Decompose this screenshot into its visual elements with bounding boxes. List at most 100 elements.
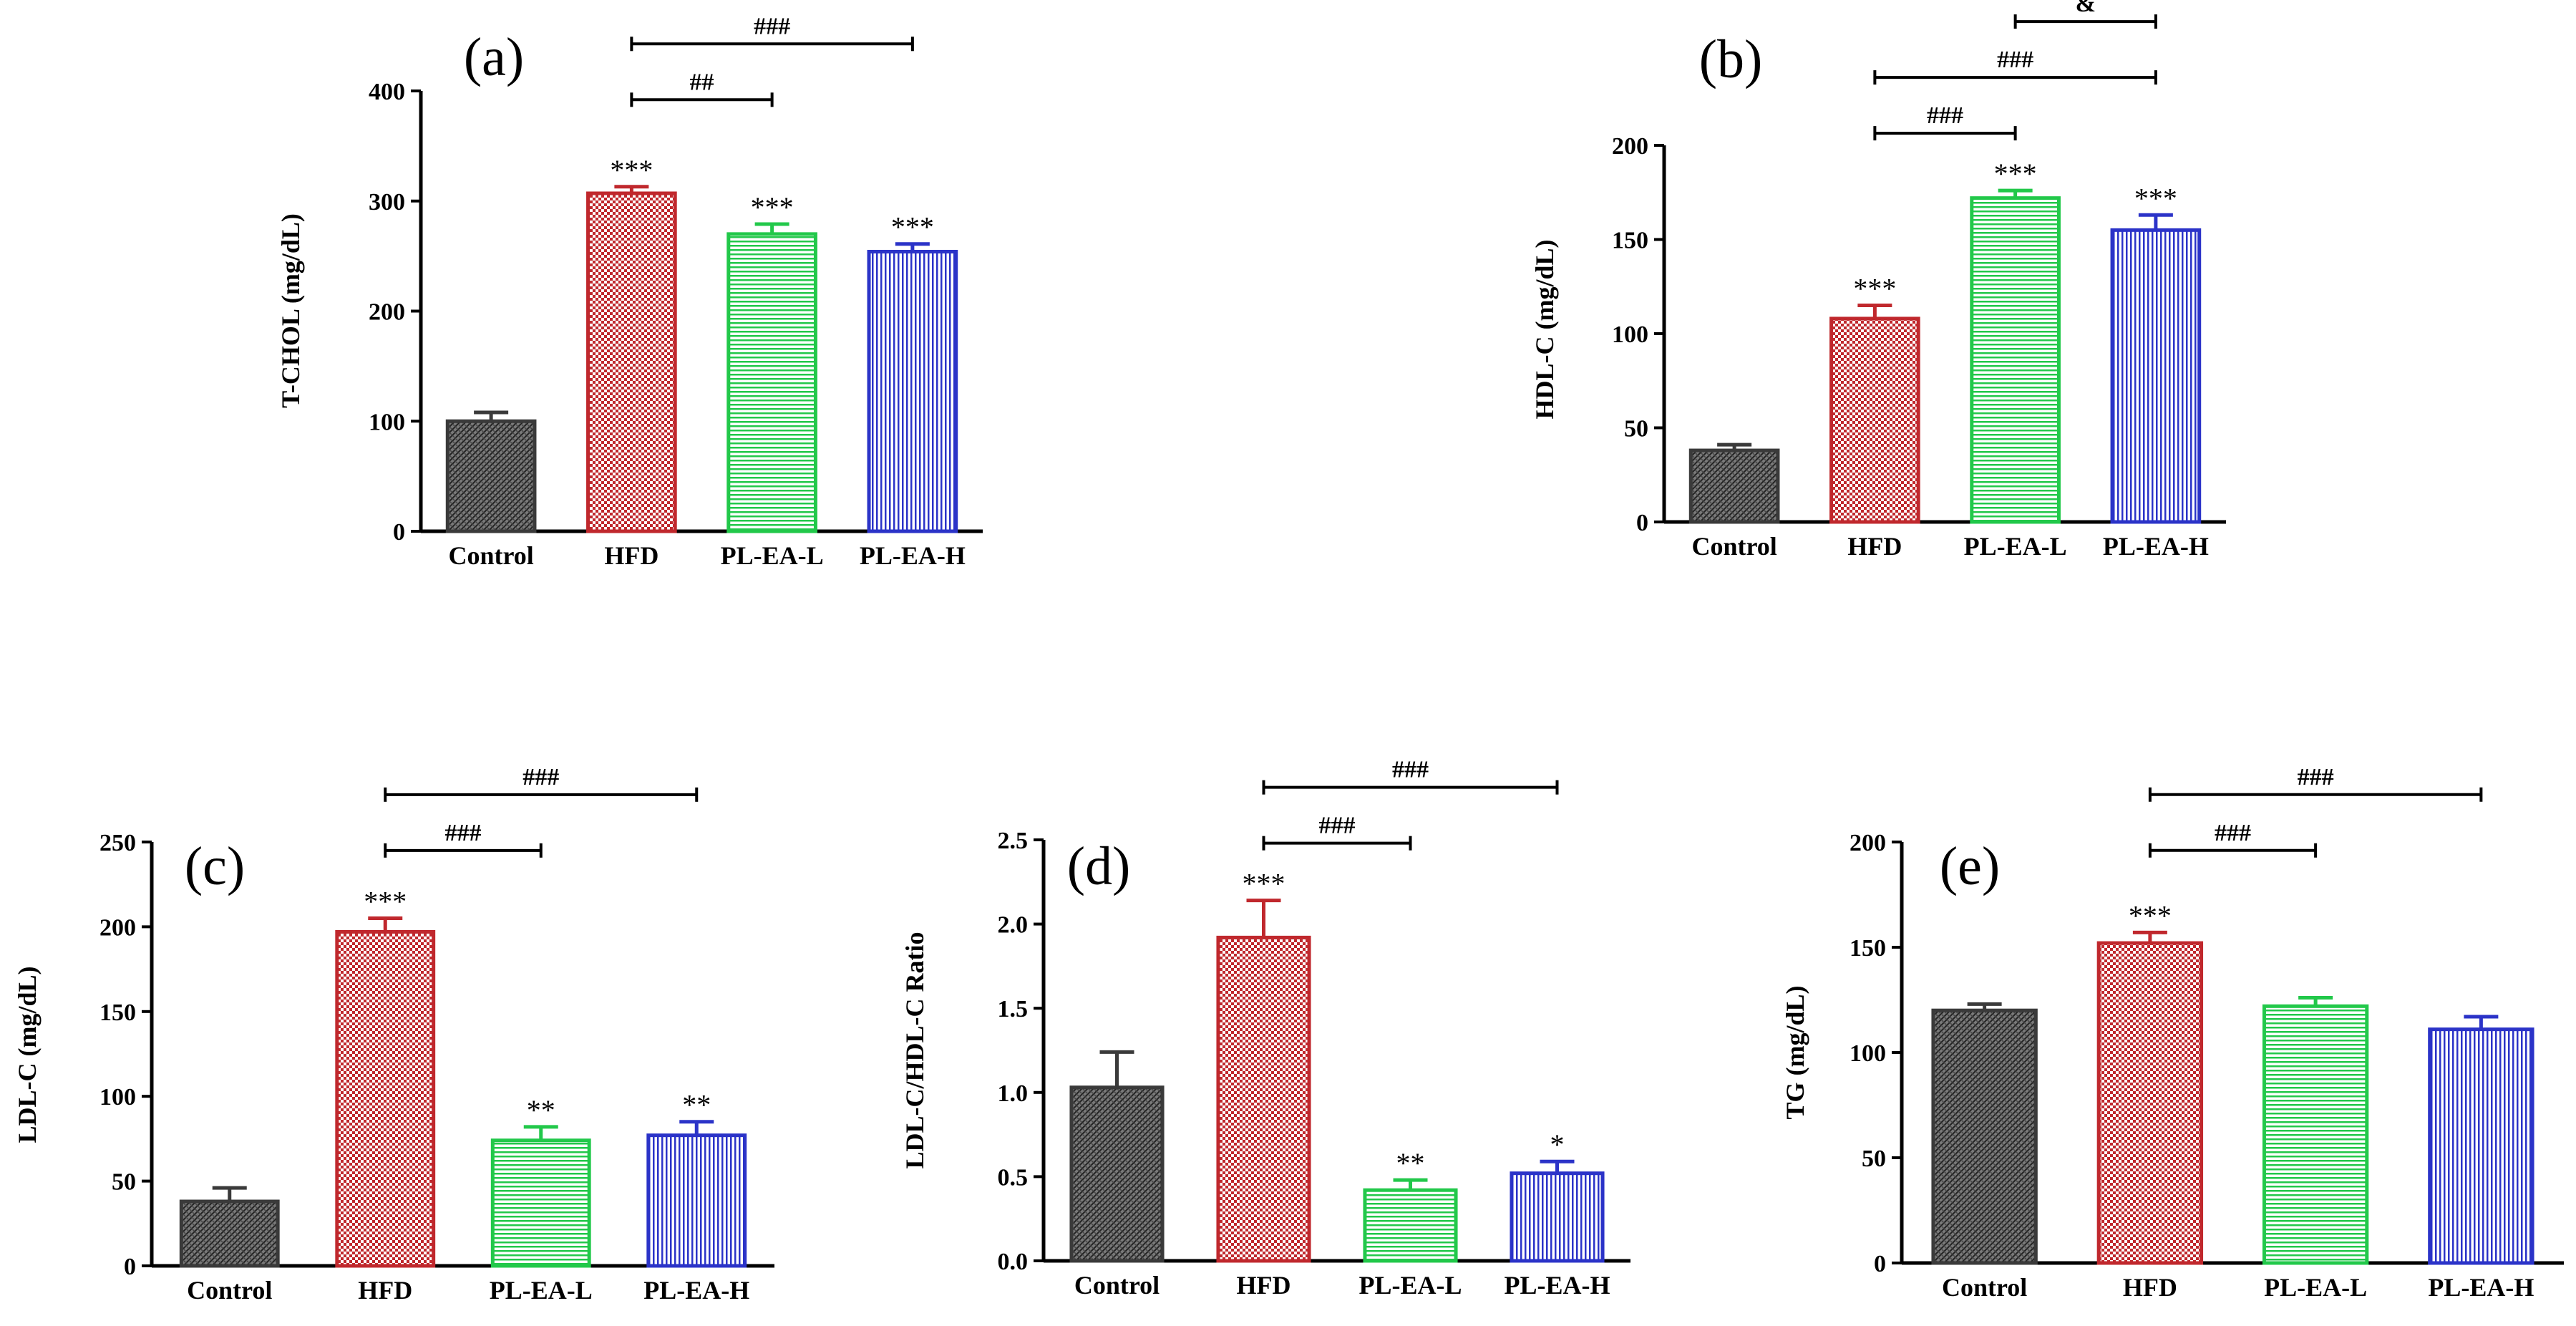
y-tick-label: 150 [1612,228,1648,254]
comparison-label: ### [1927,102,1963,129]
significance-stars: *** [364,886,407,918]
comparison-label: & [2076,0,2096,17]
y-tick-label: 0 [1874,1251,1886,1277]
panel-b-chart: 0 50 100 150 200 HDL-C (mg/dL) (b) Control HFD **… [1530,0,2226,561]
panel-c-chart: 0 50 100 150 200 250 LDL-C (mg/dL) (c) Control HF… [13,764,774,1305]
y-tick-label: 2.0 [998,912,1029,939]
category-label: HFD [2123,1273,2177,1302]
panel-label: (b) [1699,29,1763,89]
y-tick-label: 150 [1850,935,1886,962]
significance-stars: *** [1243,868,1285,900]
comparison-label: ### [2298,764,2334,790]
y-tick-label: 100 [369,409,405,435]
bar-pl-ea-l [1970,196,2061,524]
significance-stars: *** [2134,182,2177,214]
bar-hfd [2096,941,2204,1265]
panel-d-chart: 0.0 0.5 1.0 1.5 2.0 2.5 LDL-C/HDL-C Ratio (d) Co… [900,757,1630,1300]
category-label: PL-EA-L [2264,1273,2367,1302]
comparison-label: ### [2215,820,2251,846]
y-tick-label: 50 [112,1169,136,1196]
y-tick-label: 0 [1636,510,1648,536]
bar-hfd [1829,316,1920,524]
comparison-label: ### [1392,757,1429,783]
y-tick-label: 1.5 [998,996,1029,1022]
y-tick-label: 100 [1612,321,1648,348]
panel-e-chart: 0 50 100 150 200 TG (mg/dL) (e) Control HFD *** PL… [1781,764,2564,1302]
y-tick-label: 50 [1862,1146,1886,1172]
bar-pl-ea-l [1363,1188,1458,1263]
category-label: PL-EA-L [1359,1271,1462,1300]
significance-stars: ** [682,1089,711,1121]
bar-control [1069,1085,1165,1263]
bar-control [179,1199,280,1268]
panel-label: (d) [1067,836,1131,896]
bar-control [1931,1008,2038,1265]
y-tick-label: 1.0 [998,1080,1029,1107]
category-label: Control [448,541,533,570]
y-tick-label: 250 [99,830,136,856]
panel-label: (c) [185,836,245,896]
bar-pl-ea-l [490,1138,591,1268]
y-tick-label: 50 [1624,416,1648,442]
y-tick-label: 0 [124,1254,136,1280]
comparison-label: ### [445,820,482,846]
panel-label: (a) [464,27,524,87]
significance-stars: * [1550,1128,1565,1161]
bar-hfd [1216,935,1311,1263]
y-axis-label: HDL-C (mg/dL) [1530,240,1559,420]
y-tick-label: 150 [99,1000,136,1026]
y-axis-label: T-CHOL (mg/dL) [276,213,305,408]
panel-label: (e) [1940,836,2000,896]
significance-stars: *** [1853,273,1896,305]
comparison-label: ## [690,69,714,95]
category-label: HFD [358,1276,412,1305]
bar-hfd [335,930,436,1268]
bar-control [445,419,537,533]
significance-stars: ** [527,1094,555,1126]
comparison-label: ### [1997,47,2033,73]
y-tick-label: 200 [99,914,136,941]
bar-pl-ea-h [1510,1171,1605,1263]
bar-pl-ea-h [2110,228,2202,524]
category-label: PL-EA-L [1964,532,2067,561]
comparison-label: ### [754,13,790,39]
y-tick-label: 200 [1612,133,1648,160]
panel-a-chart: 0 100 200 300 400 T-CHOL (mg/dL) (a) Control HFD… [276,13,983,570]
category-label: HFD [1237,1271,1291,1300]
category-label: HFD [1847,532,1902,561]
category-label: HFD [604,541,658,570]
y-tick-label: 400 [369,79,405,105]
category-label: Control [1942,1273,2027,1302]
bar-pl-ea-h [646,1133,747,1268]
significance-stars: *** [751,191,794,223]
y-tick-label: 200 [1850,830,1886,856]
comparison-label: ### [523,764,559,790]
y-tick-label: 0.0 [998,1249,1029,1275]
bar-pl-ea-l [2262,1004,2369,1265]
y-tick-label: 100 [1850,1040,1886,1067]
bar-pl-ea-h [2428,1027,2534,1265]
y-tick-label: 100 [99,1084,136,1110]
y-tick-label: 300 [369,189,405,216]
y-axis-label: TG (mg/dL) [1781,985,1809,1119]
category-label: PL-EA-H [860,541,966,570]
bar-hfd [586,191,677,533]
y-axis-label: LDL-C (mg/dL) [13,966,42,1143]
significance-stars: *** [1994,158,2037,190]
category-label: Control [1691,532,1777,561]
y-tick-label: 0 [393,519,405,546]
category-label: PL-EA-H [643,1276,749,1305]
category-label: PL-EA-H [2103,532,2209,561]
y-tick-label: 0.5 [998,1164,1029,1191]
y-tick-label: 200 [369,299,405,326]
category-label: PL-EA-H [1505,1271,1610,1300]
y-axis-label: LDL-C/HDL-C Ratio [900,932,929,1169]
significance-stars: *** [2129,899,2172,931]
category-label: PL-EA-H [2428,1273,2534,1302]
significance-stars: ** [1396,1147,1425,1179]
category-label: Control [1074,1271,1160,1300]
bar-pl-ea-h [867,249,958,533]
significance-stars: *** [610,154,653,186]
bar-pl-ea-l [726,232,817,533]
